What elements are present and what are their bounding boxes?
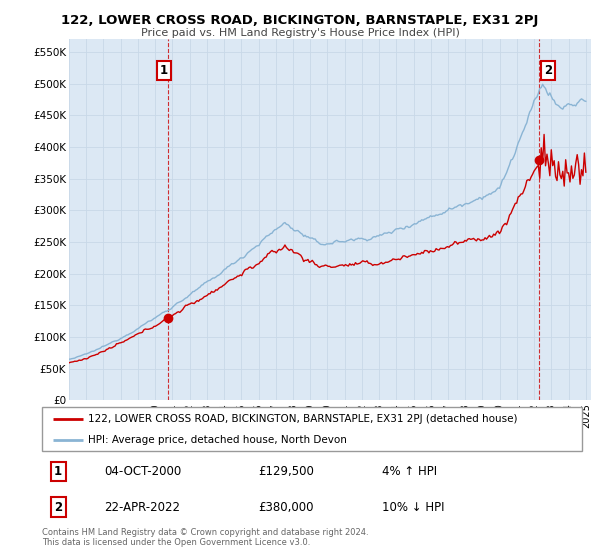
Text: 2: 2: [54, 501, 62, 514]
Text: 1: 1: [160, 64, 168, 77]
FancyBboxPatch shape: [42, 407, 582, 451]
Text: 1: 1: [54, 465, 62, 478]
Text: 04-OCT-2000: 04-OCT-2000: [104, 465, 181, 478]
Text: 122, LOWER CROSS ROAD, BICKINGTON, BARNSTAPLE, EX31 2PJ: 122, LOWER CROSS ROAD, BICKINGTON, BARNS…: [61, 14, 539, 27]
Text: 122, LOWER CROSS ROAD, BICKINGTON, BARNSTAPLE, EX31 2PJ (detached house): 122, LOWER CROSS ROAD, BICKINGTON, BARNS…: [88, 414, 517, 424]
Text: £129,500: £129,500: [258, 465, 314, 478]
Text: HPI: Average price, detached house, North Devon: HPI: Average price, detached house, Nort…: [88, 435, 347, 445]
Text: 10% ↓ HPI: 10% ↓ HPI: [382, 501, 445, 514]
Text: 2: 2: [544, 64, 552, 77]
Text: 22-APR-2022: 22-APR-2022: [104, 501, 180, 514]
Text: 4% ↑ HPI: 4% ↑ HPI: [382, 465, 437, 478]
Text: Contains HM Land Registry data © Crown copyright and database right 2024.
This d: Contains HM Land Registry data © Crown c…: [42, 528, 368, 547]
Text: £380,000: £380,000: [258, 501, 314, 514]
Text: Price paid vs. HM Land Registry's House Price Index (HPI): Price paid vs. HM Land Registry's House …: [140, 28, 460, 38]
